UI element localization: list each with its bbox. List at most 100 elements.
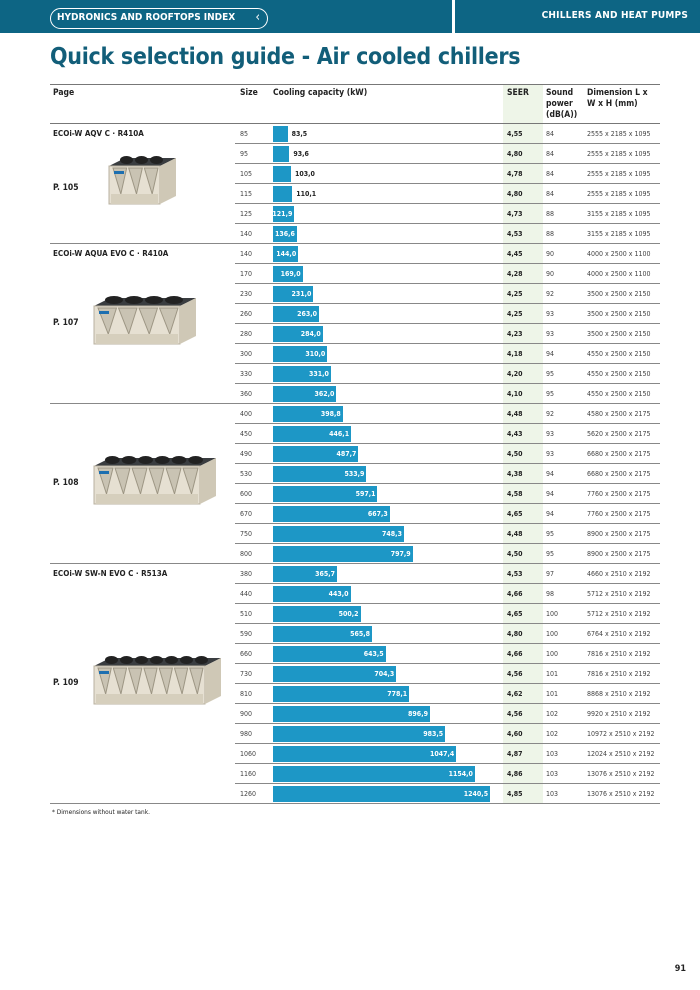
capacity-value: 983,5 <box>423 730 444 738</box>
sound-power-value: 84 <box>546 150 555 158</box>
sound-power-value: 102 <box>546 710 559 718</box>
sound-power-value: 94 <box>546 350 555 358</box>
capacity-value: 1240,5 <box>463 790 489 798</box>
sound-power-value: 93 <box>546 330 555 338</box>
capacity-value: 704,3 <box>374 670 395 678</box>
capacity-value: 331,0 <box>309 370 329 378</box>
capacity-value: 121,9 <box>272 210 293 218</box>
product-group: P. 108 <box>50 404 235 564</box>
sound-power-value: 98 <box>546 590 555 598</box>
chevron-left-icon: ‹ <box>255 10 260 25</box>
sound-power-value: 103 <box>546 770 559 778</box>
capacity-bar <box>273 346 328 362</box>
capacity-value: 284,0 <box>300 330 321 338</box>
table-row: 140 136,6 4,53 88 3155 x 2185 x 1095 <box>235 224 660 244</box>
size-value: 280 <box>240 330 253 338</box>
table-row: 600 597,1 4,58 94 7760 x 2500 x 2175 <box>235 484 660 504</box>
seer-value: 4,65 <box>507 610 523 618</box>
top-bar: HYDRONICS AND ROOFTOPS INDEX ‹ CHILLERS A… <box>0 0 700 33</box>
table-row: 400 398,8 4,48 92 4580 x 2500 x 2175 <box>235 404 660 424</box>
capacity-bar <box>273 426 352 442</box>
capacity-bar <box>273 146 290 162</box>
sound-power-value: 92 <box>546 290 555 298</box>
dimension-value: 8900 x 2500 x 2175 <box>587 550 651 558</box>
size-value: 900 <box>240 710 253 718</box>
table-row: 490 487,7 4,50 93 6680 x 2500 x 2175 <box>235 444 660 464</box>
col-capacity: Cooling capacity (kW) <box>273 88 368 98</box>
sound-power-value: 94 <box>546 470 555 478</box>
seer-value: 4,23 <box>507 330 523 338</box>
capacity-bar <box>273 446 359 462</box>
table-row: 750 748,3 4,48 95 8900 x 2500 x 2175 <box>235 524 660 544</box>
sound-power-value: 92 <box>546 410 555 418</box>
seer-value: 4,58 <box>507 490 523 498</box>
dimension-value: 2555 x 2185 x 1095 <box>587 130 651 138</box>
sound-power-value: 93 <box>546 450 555 458</box>
dimension-value: 5712 x 2510 x 2192 <box>587 590 651 598</box>
table-row: 440 443,0 4,66 98 5712 x 2510 x 2192 <box>235 584 660 604</box>
table-row: 1060 1047,4 4,87 103 12024 x 2510 x 2192 <box>235 744 660 764</box>
size-value: 115 <box>240 190 253 198</box>
capacity-bar <box>273 246 299 262</box>
page-reference[interactable]: P. 109 <box>53 678 79 688</box>
sound-power-value: 97 <box>546 570 555 578</box>
seer-value: 4,80 <box>507 630 523 638</box>
dimension-value: 4550 x 2500 x 2150 <box>587 390 651 398</box>
seer-value: 4,50 <box>507 550 523 558</box>
size-value: 170 <box>240 270 253 278</box>
capacity-value: 896,9 <box>408 710 428 718</box>
dimension-value: 2555 x 2185 x 1095 <box>587 150 651 158</box>
size-value: 670 <box>240 510 253 518</box>
capacity-bar <box>273 766 475 782</box>
size-value: 810 <box>240 690 253 698</box>
product-group: ECOi-W SW-N EVO C · R513A P. 109 <box>50 564 235 804</box>
sound-power-value: 100 <box>546 630 559 638</box>
capacity-value: 500,2 <box>338 610 359 618</box>
table-row: 660 643,5 4,66 100 7816 x 2510 x 2192 <box>235 644 660 664</box>
sound-power-value: 88 <box>546 210 555 218</box>
size-value: 140 <box>240 230 253 238</box>
capacity-value: 136,6 <box>274 230 295 238</box>
size-value: 140 <box>240 250 253 258</box>
size-value: 510 <box>240 610 253 618</box>
seer-value: 4,66 <box>507 590 523 598</box>
dimension-value: 4550 x 2500 x 2150 <box>587 370 651 378</box>
capacity-value: 487,7 <box>336 450 357 458</box>
table-row: 230 231,0 4,25 92 3500 x 2500 x 2150 <box>235 284 660 304</box>
table-header: Page Size Cooling capacity (kW) SEER Sou… <box>50 84 660 124</box>
table-row: 1160 1154,0 4,86 103 13076 x 2510 x 2192 <box>235 764 660 784</box>
seer-value: 4,28 <box>507 270 523 278</box>
table-row: 300 310,0 4,18 94 4550 x 2500 x 2150 <box>235 344 660 364</box>
dimension-value: 3155 x 2185 x 1095 <box>587 230 651 238</box>
capacity-value: 263,0 <box>297 310 318 318</box>
capacity-bar <box>273 566 337 582</box>
size-value: 980 <box>240 730 253 738</box>
index-link[interactable]: HYDRONICS AND ROOFTOPS INDEX ‹ <box>50 8 268 29</box>
capacity-value: 231,0 <box>291 290 312 298</box>
page-reference[interactable]: P. 108 <box>53 478 79 488</box>
table-row: 85 83,5 4,55 84 2555 x 2185 x 1095 <box>235 124 660 144</box>
size-value: 450 <box>240 430 253 438</box>
capacity-bar <box>273 166 292 182</box>
seer-value: 4,53 <box>507 230 523 238</box>
page-reference[interactable]: P. 105 <box>53 183 79 193</box>
dimension-value: 2555 x 2185 x 1095 <box>587 190 651 198</box>
sound-power-value: 95 <box>546 390 555 398</box>
col-dimension: Dimension L x W x H (mm) <box>587 88 648 109</box>
page-reference[interactable]: P. 107 <box>53 318 79 328</box>
seer-value: 4,60 <box>507 730 523 738</box>
sound-power-value: 88 <box>546 230 555 238</box>
capacity-value: 83,5 <box>291 130 308 138</box>
sound-power-value: 90 <box>546 270 555 278</box>
seer-column-highlight <box>503 84 543 804</box>
sound-power-value: 100 <box>546 650 559 658</box>
capacity-value: 144,0 <box>276 250 297 258</box>
size-value: 600 <box>240 490 253 498</box>
size-value: 105 <box>240 170 253 178</box>
col-page: Page <box>53 88 75 98</box>
size-value: 125 <box>240 210 253 218</box>
seer-value: 4,53 <box>507 570 523 578</box>
col-seer: SEER <box>507 88 529 98</box>
table-row: 590 565,8 4,80 100 6764 x 2510 x 2192 <box>235 624 660 644</box>
table-row: 810 778,1 4,62 101 8868 x 2510 x 2192 <box>235 684 660 704</box>
